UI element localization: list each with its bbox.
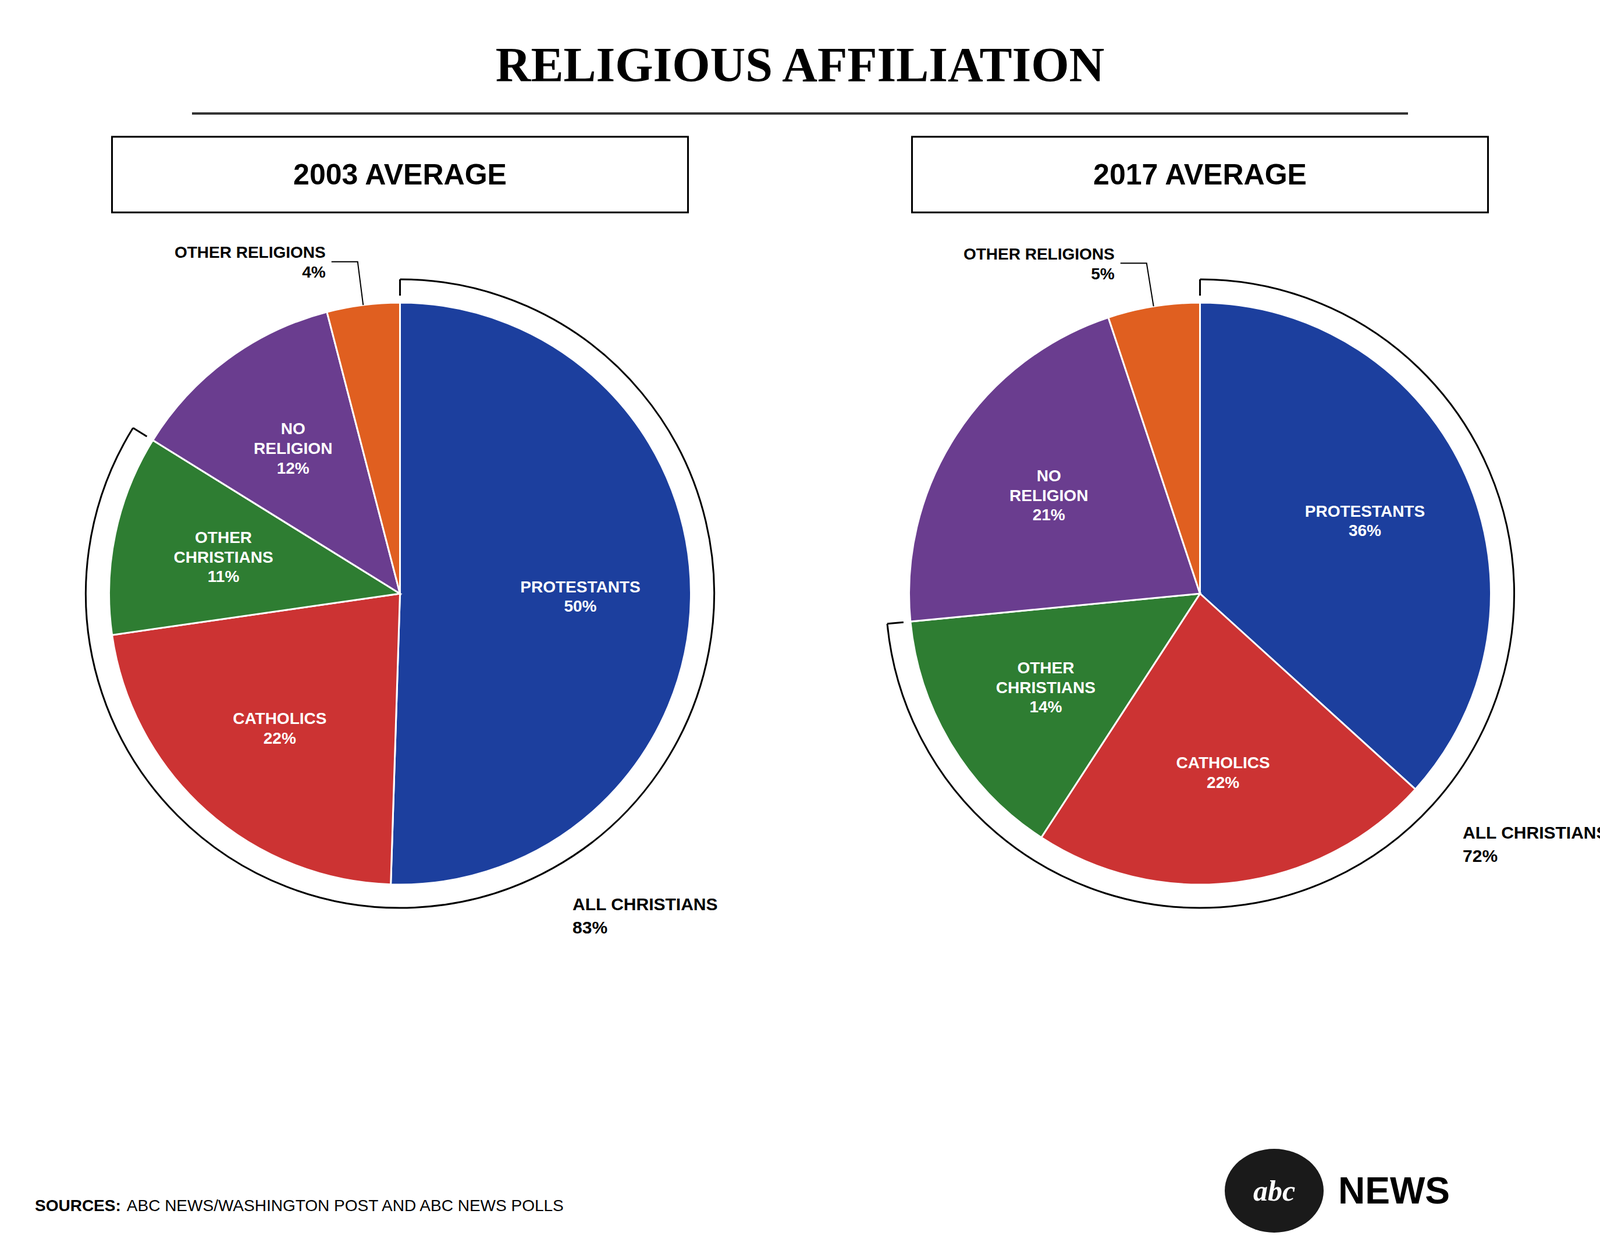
pie-slice (1108, 302, 1201, 594)
slice-name: CATHOLICS (232, 709, 327, 728)
leader-line (331, 261, 364, 305)
slice-value-label: 14% (1029, 697, 1062, 716)
subtitle: 2017 AVERAGE (1093, 158, 1307, 191)
slice-value-label: 36% (1348, 521, 1382, 540)
logo-text: NEWS (1338, 1169, 1450, 1212)
slice-value-label: 12% (276, 459, 310, 478)
pie (108, 302, 691, 885)
slice-value-label: 22% (263, 729, 297, 748)
slice-name: OTHERCHRISTIANS (173, 527, 274, 566)
slice-value-label: 22% (1206, 773, 1240, 792)
subtitle-box (112, 136, 689, 213)
bracket-tick (1199, 279, 1201, 296)
slice-name: OTHER RELIGIONS (174, 243, 326, 262)
slice-name: NORELIGION (253, 419, 333, 458)
pie-labels: PROTESTANTS50% CATHOLICS22% OTHERCHRISTIAN… (173, 243, 641, 747)
slice-name-line: CATHOLICS (1176, 753, 1271, 772)
slice-name-line: PROTESTANTS (520, 577, 640, 596)
pie (909, 302, 1492, 885)
pie-slice (326, 302, 401, 594)
bracket-label: ALL CHRISTIANS (572, 894, 718, 914)
slice-name: CATHOLICS (1176, 753, 1271, 772)
slice-name-line: NO (281, 419, 306, 438)
slice-value-label: 5% (1090, 264, 1115, 283)
group-bracket: ALL CHRISTIANS 72% (887, 279, 1600, 908)
title-underline (192, 112, 1408, 115)
background (0, 0, 1600, 1246)
slice-name: NORELIGION (1009, 466, 1088, 504)
slice-name-line: NO (1036, 466, 1062, 485)
slice-name-line: RELIGION (1009, 485, 1088, 504)
bracket-tick (133, 427, 148, 437)
slice-value-label: 50% (563, 596, 597, 615)
group-bracket: ALL CHRISTIANS 83% (85, 279, 718, 937)
slice-name-line: PROTESTANTS (1305, 501, 1425, 520)
slice-name-line: RELIGION (253, 439, 333, 458)
pie-slice (910, 593, 1201, 838)
source: SOURCES:ABC NEWS/WASHINGTON POST AND ABC… (34, 1196, 564, 1215)
source-label: SOURCES: (34, 1196, 122, 1215)
slice-value-label: 4% (301, 262, 326, 282)
bracket-tick (399, 279, 401, 296)
chart-root: RELIGIOUS AFFILIATION 2003 AVERAGE PROTEST… (0, 0, 1600, 1246)
logo-ellipse (1224, 1148, 1324, 1233)
leader-line (1120, 262, 1154, 307)
slice-name-line: OTHER (194, 527, 252, 546)
logo-text: abc (1253, 1174, 1296, 1207)
logo: abc NEWS (1224, 1148, 1450, 1233)
slice-value-label: 11% (207, 567, 240, 586)
slice-name-line: CHRISTIANS (173, 547, 274, 566)
bracket-label: ALL CHRISTIANS (1462, 822, 1600, 842)
pie-labels: PROTESTANTS36% CATHOLICS22% OTHERCHRISTIAN… (963, 244, 1425, 792)
slice-name: OTHER RELIGIONS (963, 244, 1115, 263)
subtitle-box (912, 136, 1489, 213)
bracket-arc (85, 279, 714, 908)
slice-name: PROTESTANTS (1305, 501, 1425, 520)
slice-name: PROTESTANTS (520, 577, 640, 596)
source-text: ABC NEWS/WASHINGTON POST AND ABC NEWS PO… (126, 1196, 564, 1215)
bracket-arc (887, 279, 1515, 908)
pie-slice (390, 302, 692, 885)
slice-value-label: 21% (1032, 505, 1066, 524)
slice-name-line: OTHER (1017, 658, 1075, 677)
pie-slice (112, 593, 401, 885)
bracket-tick (887, 621, 904, 624)
slice-name-line: CATHOLICS (232, 709, 327, 728)
slice-name: OTHERCHRISTIANS (996, 658, 1096, 696)
bracket-value-label: 72% (1462, 845, 1498, 866)
slice-name-line: CHRISTIANS (996, 677, 1096, 696)
bracket-value-label: 83% (572, 917, 608, 937)
subtitle: 2003 AVERAGE (293, 158, 507, 191)
title: RELIGIOUS AFFILIATION (495, 37, 1105, 92)
